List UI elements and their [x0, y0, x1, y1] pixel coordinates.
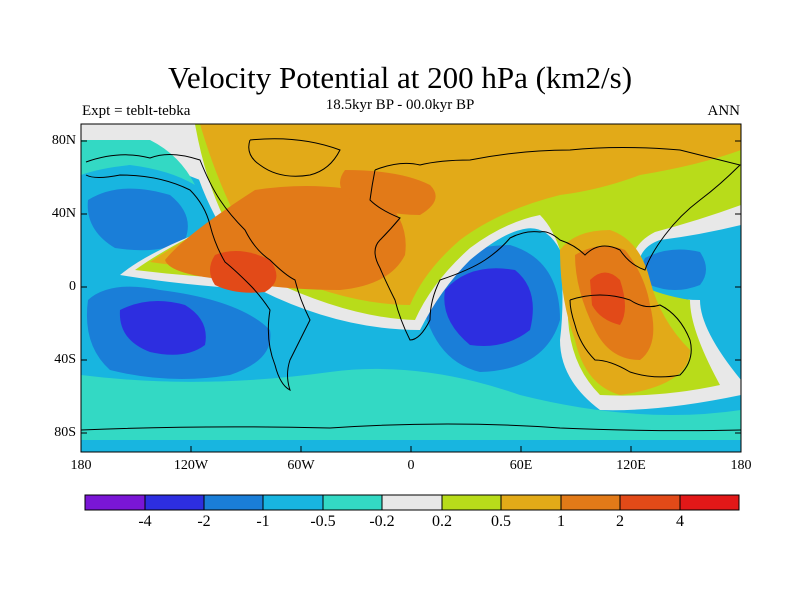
- plot-subtitle: 18.5kyr BP - 00.0kyr BP: [325, 97, 475, 113]
- colorbar-swatch-2: [145, 495, 204, 510]
- colorbar-swatch-5: [323, 495, 382, 510]
- band-pos-4-americas: [210, 251, 277, 293]
- colorbar-label: -0.2: [369, 513, 395, 530]
- colorbar-swatch-10: [620, 495, 680, 510]
- y-tick-label: 40N: [51, 206, 76, 221]
- colorbar-swatch-6: [382, 495, 442, 510]
- colorbar-label: 2: [616, 513, 624, 530]
- band-pos-4-maritime: [590, 272, 625, 325]
- x-tick-label: 0: [407, 458, 415, 473]
- band-neg-0-2-south: [81, 368, 741, 452]
- colorbar-swatch-4: [263, 495, 323, 510]
- band-neg-2-pacific-south: [119, 301, 206, 355]
- colorbar: [84, 494, 740, 511]
- colorbar-swatch-11: [680, 495, 739, 510]
- season-label: ANN: [707, 103, 741, 119]
- colorbar-swatch-8: [501, 495, 561, 510]
- contour-field: [81, 124, 741, 452]
- colorbar-label: -0.5: [310, 513, 336, 530]
- colorbar-swatch-7: [442, 495, 501, 510]
- band-neg-1-west-pacific: [642, 249, 706, 290]
- colorbar-label: 0.5: [491, 513, 511, 530]
- x-tick-label: 120E: [616, 458, 646, 473]
- plot-title: Velocity Potential at 200 hPa (km2/s): [167, 60, 633, 95]
- y-tick-label: 80S: [54, 425, 76, 440]
- coastlines: [81, 138, 741, 432]
- colorbar-swatch-9: [561, 495, 620, 510]
- x-tick-label: 60W: [287, 458, 315, 473]
- y-tick-label: 0: [69, 279, 76, 294]
- x-tick-label: 180: [730, 458, 752, 473]
- colorbar-label: 0.2: [432, 513, 452, 530]
- tick-marks: [80, 140, 742, 452]
- band-neg-2-indian: [444, 268, 533, 346]
- colorbar-label: -1: [256, 513, 270, 530]
- colorbar-swatch-1: [85, 495, 145, 510]
- colorbar-label: -4: [138, 513, 152, 530]
- x-tick-label: 120W: [173, 458, 209, 473]
- x-tick-label: 180: [70, 458, 92, 473]
- colorbar-label: 1: [557, 513, 565, 530]
- colorbar-swatch-3: [204, 495, 263, 510]
- x-tick-label: 60E: [509, 458, 533, 473]
- band-neg-1-pacific-north: [87, 188, 188, 251]
- colorbar-label: -2: [197, 513, 211, 530]
- colorbar-label: 4: [676, 513, 684, 530]
- y-tick-label: 80N: [51, 133, 76, 148]
- y-tick-label: 40S: [54, 352, 76, 367]
- experiment-label: Expt = teblt-tebka: [82, 103, 191, 119]
